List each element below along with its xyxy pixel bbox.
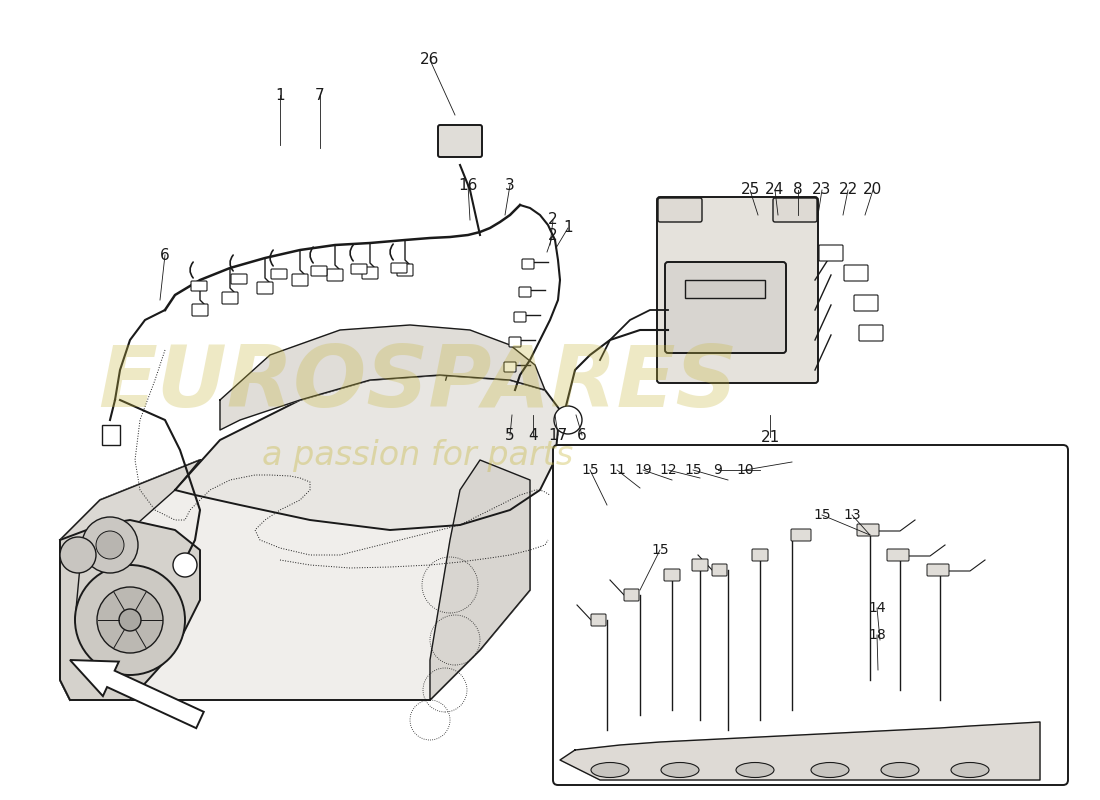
Ellipse shape [952,762,989,778]
Text: 15: 15 [581,463,598,477]
Polygon shape [560,722,1040,780]
FancyArrow shape [70,660,204,728]
FancyBboxPatch shape [351,264,367,274]
FancyBboxPatch shape [222,292,238,304]
FancyBboxPatch shape [857,524,879,536]
Circle shape [75,565,185,675]
Ellipse shape [881,762,918,778]
Circle shape [97,587,163,653]
FancyBboxPatch shape [887,549,909,561]
Text: 6: 6 [578,427,587,442]
Text: 18: 18 [868,628,886,642]
Text: 12: 12 [659,463,676,477]
Text: 16: 16 [459,178,477,193]
Text: 21: 21 [760,430,780,445]
FancyBboxPatch shape [712,564,727,576]
FancyBboxPatch shape [257,282,273,294]
Polygon shape [60,460,200,680]
Text: 5: 5 [505,427,515,442]
Circle shape [554,406,582,434]
Text: a passion for parts: a passion for parts [263,439,573,473]
FancyBboxPatch shape [854,295,878,311]
Circle shape [119,609,141,631]
Text: 13: 13 [844,508,861,522]
FancyBboxPatch shape [292,274,308,286]
FancyBboxPatch shape [624,589,639,601]
Polygon shape [430,460,530,700]
FancyBboxPatch shape [820,245,843,261]
FancyBboxPatch shape [844,265,868,281]
FancyBboxPatch shape [692,559,708,571]
Bar [685,280,764,298]
FancyBboxPatch shape [438,125,482,157]
Ellipse shape [591,762,629,778]
Polygon shape [60,460,530,700]
FancyBboxPatch shape [657,197,818,383]
Text: 15: 15 [684,463,702,477]
Bar [102,425,120,445]
Text: 3: 3 [505,178,515,193]
Text: 14: 14 [868,601,886,615]
FancyBboxPatch shape [791,529,811,541]
Text: 22: 22 [838,182,858,198]
Text: 11: 11 [608,463,626,477]
Circle shape [173,553,197,577]
FancyBboxPatch shape [591,614,606,626]
Text: 17: 17 [549,427,568,442]
FancyBboxPatch shape [514,312,526,322]
Text: 9: 9 [714,463,723,477]
FancyBboxPatch shape [859,325,883,341]
Text: 2: 2 [548,227,558,242]
FancyBboxPatch shape [327,269,343,281]
FancyBboxPatch shape [271,269,287,279]
Polygon shape [60,520,200,700]
Text: 19: 19 [634,463,652,477]
FancyBboxPatch shape [504,362,516,372]
Ellipse shape [661,762,698,778]
Ellipse shape [811,762,849,778]
FancyBboxPatch shape [519,287,531,297]
FancyBboxPatch shape [362,267,378,279]
FancyBboxPatch shape [509,337,521,347]
Polygon shape [175,375,560,530]
Circle shape [82,517,138,573]
FancyBboxPatch shape [773,198,817,222]
Text: 15: 15 [813,508,830,522]
Text: 6: 6 [161,247,169,262]
Text: 20: 20 [864,182,882,198]
FancyBboxPatch shape [311,266,327,276]
Text: 23: 23 [812,182,832,198]
Text: 25: 25 [740,182,760,198]
Text: 7: 7 [316,87,324,102]
FancyBboxPatch shape [522,259,534,269]
Text: 1: 1 [563,221,573,235]
Text: 10: 10 [736,463,754,477]
FancyBboxPatch shape [390,263,407,273]
Circle shape [60,537,96,573]
FancyBboxPatch shape [664,569,680,581]
Text: 24: 24 [766,182,784,198]
FancyBboxPatch shape [658,198,702,222]
Text: EUROSPARES: EUROSPARES [98,342,738,426]
Text: 1: 1 [275,87,285,102]
FancyBboxPatch shape [553,445,1068,785]
Text: 2: 2 [548,213,558,227]
Text: 8: 8 [793,182,803,198]
Text: 4: 4 [528,427,538,442]
Circle shape [96,531,124,559]
FancyBboxPatch shape [752,549,768,561]
Polygon shape [220,325,544,430]
Text: 15: 15 [651,543,669,557]
FancyBboxPatch shape [191,281,207,291]
FancyBboxPatch shape [192,304,208,316]
FancyBboxPatch shape [397,264,412,276]
FancyBboxPatch shape [231,274,248,284]
FancyBboxPatch shape [666,262,786,353]
Text: 26: 26 [420,53,440,67]
FancyBboxPatch shape [927,564,949,576]
Ellipse shape [736,762,774,778]
